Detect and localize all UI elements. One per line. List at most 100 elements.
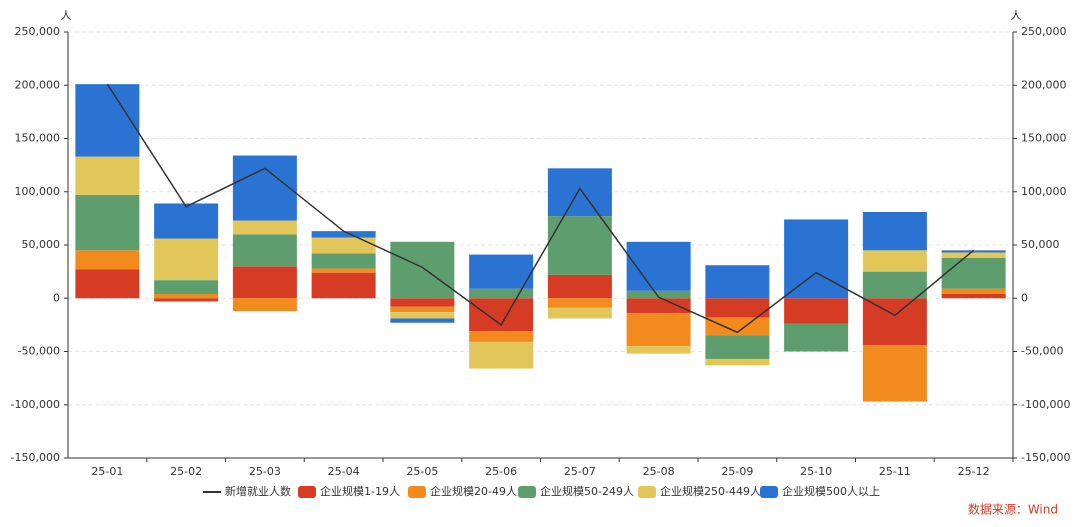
- bar-segment: [862, 250, 927, 272]
- bar-segment: [626, 298, 691, 314]
- bar-segment: [941, 250, 1006, 253]
- y-tick-label: 100,000: [15, 185, 61, 198]
- bar-segment: [547, 216, 612, 275]
- legend-swatch: [518, 486, 536, 498]
- y2-unit: 人: [1011, 9, 1022, 22]
- bar-segment: [232, 155, 297, 221]
- bar-segment: [862, 298, 927, 346]
- bar-segment: [311, 268, 376, 273]
- bar-segment: [626, 313, 691, 347]
- x-tick-label: 25-02: [170, 465, 202, 478]
- bar-segment: [75, 269, 140, 299]
- x-tick-label: 25-11: [879, 465, 911, 478]
- legend-label: 新增就业人数: [225, 484, 291, 498]
- y2-tick-label: 0: [1021, 291, 1028, 304]
- x-tick-label: 25-07: [564, 465, 596, 478]
- bar-segment: [705, 317, 770, 336]
- legend-swatch: [298, 486, 316, 498]
- x-tick-label: 25-04: [328, 465, 360, 478]
- bar-segment: [390, 306, 455, 313]
- bar-segment: [75, 84, 140, 157]
- bar-segment: [154, 280, 219, 294]
- x-tick-label: 25-05: [406, 465, 438, 478]
- bar-segment: [75, 156, 140, 195]
- x-tick-label: 25-10: [800, 465, 832, 478]
- bar-segment: [784, 219, 849, 299]
- y2-tick-label: 100,000: [1021, 185, 1067, 198]
- bar-segment: [941, 288, 1006, 294]
- bar-segment: [941, 257, 1006, 289]
- bar-segment: [232, 266, 297, 299]
- bar-segment: [154, 238, 219, 281]
- x-tick-label: 25-03: [249, 465, 281, 478]
- y-tick-label: -100,000: [11, 398, 60, 411]
- x-tick-label: 25-12: [958, 465, 990, 478]
- y2-tick-label: -100,000: [1021, 398, 1070, 411]
- y2-tick-label: -50,000: [1021, 345, 1063, 358]
- y2-tick-label: -150,000: [1021, 451, 1070, 464]
- legend-label: 企业规模50-249人: [540, 484, 634, 498]
- bar-segment: [705, 358, 770, 366]
- bar-segment: [469, 341, 534, 369]
- y2-tick-label: 250,000: [1021, 25, 1067, 38]
- bar-segment: [469, 288, 534, 299]
- y-unit: 人: [61, 9, 72, 22]
- y-tick-label: -50,000: [18, 345, 60, 358]
- bar-segment: [390, 312, 455, 319]
- y-tick-label: 50,000: [22, 238, 61, 251]
- x-tick-label: 25-09: [721, 465, 753, 478]
- x-tick-label: 25-08: [643, 465, 675, 478]
- bar-segment: [862, 211, 927, 251]
- bar-segment: [154, 298, 219, 302]
- line: [106, 83, 975, 334]
- bar-segment: [154, 293, 219, 299]
- bar-segment: [75, 194, 140, 251]
- legend-label: 企业规模250-449人: [660, 484, 761, 498]
- bar-segment: [232, 298, 297, 312]
- bar-segment: [311, 253, 376, 269]
- y-tick-label: 150,000: [15, 132, 61, 145]
- bar-segment: [547, 274, 612, 299]
- bar-segment: [390, 318, 455, 323]
- bar-segment: [862, 345, 927, 402]
- bar-segment: [469, 331, 534, 342]
- y2-tick-label: 200,000: [1021, 78, 1067, 91]
- bar-segment: [941, 293, 1006, 299]
- bar-segment: [75, 250, 140, 270]
- y2-tick-label: 50,000: [1021, 238, 1060, 251]
- bar-segment: [705, 335, 770, 359]
- legend-swatch: [760, 486, 778, 498]
- x-tick-label: 25-01: [91, 465, 123, 478]
- legend-label: 企业规模1-19人: [320, 484, 400, 498]
- legend-swatch: [408, 486, 426, 498]
- bar-segment: [705, 298, 770, 318]
- bar-segment: [232, 234, 297, 267]
- bar-segment: [469, 254, 534, 289]
- bar-segment: [626, 290, 691, 299]
- legend-label: 企业规模500人以上: [782, 484, 880, 498]
- bar-segment: [626, 241, 691, 291]
- bar-segment: [232, 220, 297, 235]
- bar-segment: [547, 168, 612, 217]
- source: 数据来源：Wind: [968, 502, 1058, 517]
- x-tick-label: 25-06: [485, 465, 517, 478]
- bar-segment: [311, 231, 376, 238]
- y-tick-label: 250,000: [15, 25, 61, 38]
- bar-segment: [941, 252, 1006, 258]
- bar-segment: [626, 346, 691, 354]
- bar-segment: [311, 272, 376, 299]
- bar-segment: [547, 298, 612, 308]
- bar-segment: [784, 298, 849, 324]
- bar-segment: [705, 265, 770, 299]
- bar-segment: [390, 298, 455, 307]
- y-tick-label: -150,000: [11, 451, 60, 464]
- bar-segment: [311, 237, 376, 254]
- y-tick-label: 200,000: [15, 78, 61, 91]
- legend-swatch: [638, 486, 656, 498]
- legend-label: 企业规模20-49人: [430, 484, 517, 498]
- bar-segment: [390, 241, 455, 299]
- bar-segment: [862, 271, 927, 299]
- bar-segment: [547, 307, 612, 319]
- y-tick-label: 0: [53, 291, 60, 304]
